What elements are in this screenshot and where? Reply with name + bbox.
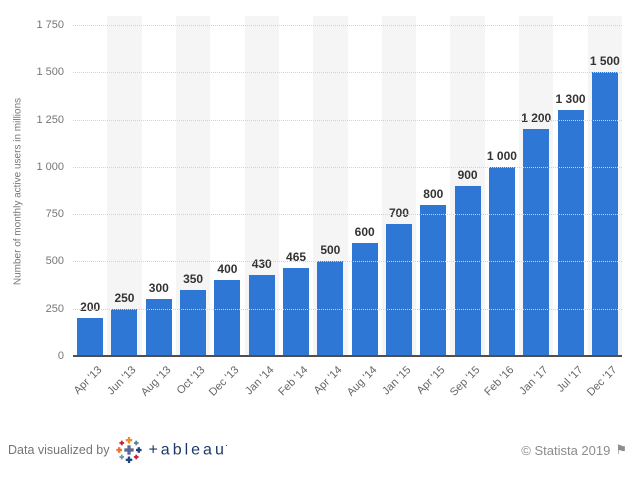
bar-value-label: 800 xyxy=(423,187,444,201)
bar-cell: 350 xyxy=(175,16,211,356)
gridline xyxy=(73,72,622,74)
bar-value-label: 1 500 xyxy=(589,54,620,68)
y-tick-label: 750 xyxy=(45,208,64,221)
bar-value-label: 500 xyxy=(320,243,341,257)
attribution-text: Data visualized by xyxy=(8,443,110,457)
bar-value-label: 300 xyxy=(148,281,169,295)
bar[interactable] xyxy=(283,268,310,356)
tableau-wordmark: +ableau· xyxy=(148,440,231,459)
bar-cell: 465 xyxy=(279,16,313,356)
bar-cell: 600 xyxy=(348,16,382,356)
bar-cell: 700 xyxy=(381,16,417,356)
footer-copyright: © Statista 2019 ⚑ xyxy=(521,442,627,458)
bar-cell: 430 xyxy=(244,16,279,356)
bar-cell: 1 000 xyxy=(485,16,519,356)
y-tick-label: 1 750 xyxy=(36,19,64,31)
bar-cell: 800 xyxy=(416,16,450,356)
gridline xyxy=(73,261,622,263)
bar[interactable] xyxy=(420,205,447,356)
bar-value-label: 465 xyxy=(286,250,307,264)
plot-area: 200 250 300 350 400 430 465 500 600 700 800 900 1 00… xyxy=(73,16,622,356)
gridline xyxy=(73,119,622,121)
bar-value-label: 900 xyxy=(457,168,478,182)
bars-row: 200 250 300 350 400 430 465 500 600 700 800 900 1 00… xyxy=(73,16,622,356)
bar[interactable] xyxy=(111,309,138,356)
y-tick-label: 0 xyxy=(57,350,64,362)
statista-copyright-text: © Statista 2019 xyxy=(521,442,611,458)
y-tick-label: 1 000 xyxy=(36,160,64,173)
bar-value-label: 350 xyxy=(183,272,204,286)
y-axis: 0 250 500 750 1 000 1 250 1 500 1 750 xyxy=(0,16,64,362)
bar[interactable] xyxy=(214,280,241,356)
bar-value-label: 700 xyxy=(388,206,409,220)
bar[interactable] xyxy=(523,129,550,356)
bar[interactable] xyxy=(77,318,104,356)
bar[interactable] xyxy=(145,299,172,356)
bar[interactable] xyxy=(180,290,207,356)
bar-value-label: 430 xyxy=(251,257,272,271)
bar-cell: 1 300 xyxy=(553,16,587,356)
bar-value-label: 250 xyxy=(114,291,135,305)
bar[interactable] xyxy=(351,243,378,356)
bar-cell: 500 xyxy=(313,16,348,356)
tableau-trademark-dot: · xyxy=(224,440,231,451)
bar-value-label: 600 xyxy=(354,225,375,239)
bar[interactable] xyxy=(248,275,275,356)
y-tick-label: 250 xyxy=(45,302,64,315)
x-axis-line xyxy=(73,355,622,357)
bar-cell: 400 xyxy=(210,16,244,356)
bar-value-label: 400 xyxy=(217,262,238,276)
bar[interactable] xyxy=(317,261,344,356)
y-tick-label: 1 250 xyxy=(36,113,64,126)
bar-value-label: 1 300 xyxy=(555,92,586,106)
x-axis: Apr '13 Jun '13 Aug '13 Oct '13 Dec '13 Jan '… xyxy=(72,360,622,430)
footer: Data visualized by xyxy=(0,431,640,477)
y-tick-label: 500 xyxy=(45,255,64,268)
bar[interactable] xyxy=(557,110,584,356)
tableau-link[interactable]: +ableau· xyxy=(115,436,230,464)
gridline xyxy=(73,25,622,26)
bar-cell: 1 500 xyxy=(587,16,622,356)
bar[interactable] xyxy=(454,186,481,356)
gridline xyxy=(73,214,622,216)
bar-value-label: 1 000 xyxy=(486,149,517,163)
bar[interactable] xyxy=(385,224,412,356)
bar-cell: 200 xyxy=(73,16,107,356)
bar-value-label: 1 200 xyxy=(521,111,552,125)
gridline xyxy=(73,166,622,168)
footer-attribution: Data visualized by xyxy=(8,436,231,464)
bar-cell: 900 xyxy=(450,16,485,356)
bar[interactable] xyxy=(591,72,618,356)
bar-cell: 250 xyxy=(107,16,142,356)
gridline xyxy=(73,308,622,310)
tableau-logo-icon xyxy=(115,436,143,464)
bar-cell: 1 200 xyxy=(519,16,554,356)
bar-cell: 300 xyxy=(142,16,176,356)
y-tick-label: 1 500 xyxy=(36,66,64,79)
flag-icon: ⚑ xyxy=(615,442,627,457)
bar-value-label: 200 xyxy=(80,300,101,314)
